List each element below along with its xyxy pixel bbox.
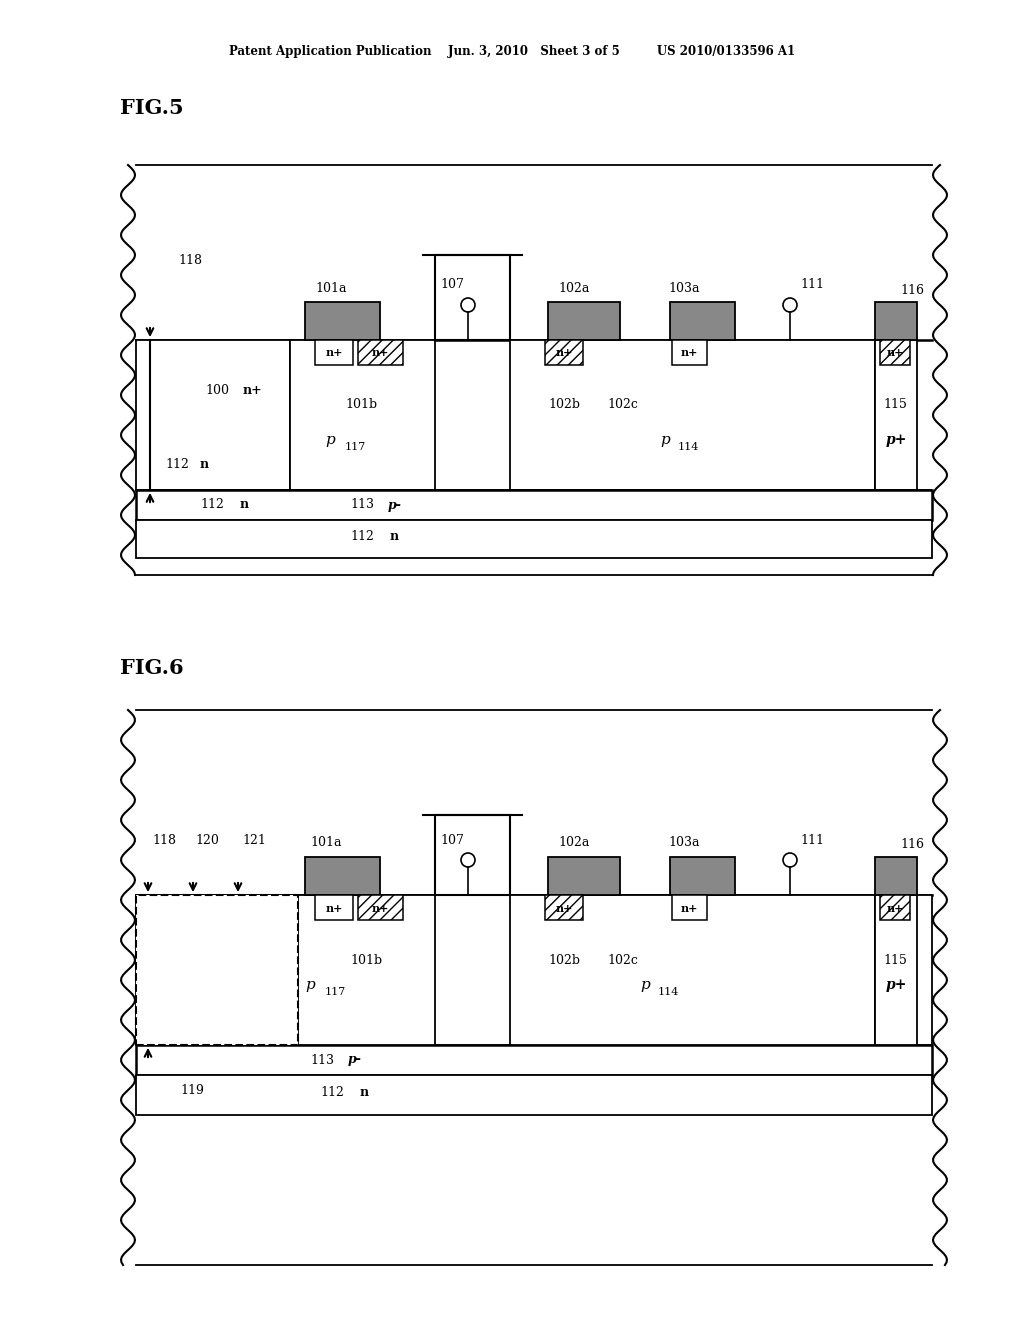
Text: n+: n+ — [555, 903, 572, 913]
Text: n+: n+ — [326, 347, 343, 359]
Bar — [880, 895, 910, 920]
Text: p-: p- — [388, 499, 402, 511]
Text: 121: 121 — [242, 833, 266, 846]
Bar — [672, 895, 707, 920]
Text: 100: 100 — [175, 928, 199, 941]
Bar — [136, 490, 932, 520]
Text: n+: n+ — [243, 384, 263, 396]
Text: 111: 111 — [800, 279, 824, 292]
Text: p+: p+ — [886, 978, 906, 993]
Text: 102c: 102c — [607, 953, 638, 966]
Text: n+: n+ — [887, 347, 904, 359]
Bar — [880, 341, 910, 366]
Text: n+: n+ — [680, 347, 697, 359]
Text: n+: n+ — [372, 903, 389, 913]
Text: 114: 114 — [658, 987, 679, 997]
Text: 102a: 102a — [558, 281, 590, 294]
Text: 111: 111 — [800, 833, 824, 846]
Text: 103a: 103a — [668, 281, 699, 294]
Text: FIG.5: FIG.5 — [120, 98, 183, 117]
Text: 116: 116 — [900, 284, 924, 297]
Text: p-: p- — [348, 1053, 362, 1067]
Bar — [136, 520, 932, 558]
Bar — [874, 302, 918, 341]
Bar — [315, 341, 353, 366]
Text: 102b: 102b — [548, 953, 580, 966]
Text: 101b: 101b — [350, 953, 382, 966]
Bar — [510, 341, 874, 490]
Bar — [672, 341, 707, 366]
Text: 117: 117 — [345, 442, 367, 451]
Text: n+: n+ — [213, 928, 232, 941]
Text: 118: 118 — [178, 253, 202, 267]
Bar — [545, 895, 583, 920]
Text: n: n — [390, 531, 399, 544]
Text: 119: 119 — [180, 1084, 204, 1097]
Text: n: n — [240, 499, 249, 511]
Text: n: n — [360, 1085, 369, 1098]
Text: 112: 112 — [155, 994, 179, 1006]
Bar — [290, 341, 435, 490]
Text: 102c: 102c — [607, 399, 638, 412]
Bar — [298, 895, 435, 1045]
Bar — [305, 857, 380, 895]
Text: 100: 100 — [205, 384, 229, 396]
Text: 116: 116 — [900, 838, 924, 851]
Text: 120: 120 — [195, 833, 219, 846]
Text: 101b: 101b — [345, 399, 377, 412]
Text: 102a: 102a — [558, 837, 590, 850]
Bar — [548, 857, 620, 895]
Text: n+: n+ — [372, 347, 389, 359]
Text: n+: n+ — [887, 903, 904, 913]
Bar — [435, 814, 510, 895]
Text: 102b: 102b — [548, 399, 580, 412]
Bar — [670, 857, 735, 895]
Text: 107: 107 — [440, 833, 464, 846]
Text: p: p — [660, 433, 670, 447]
Text: 118: 118 — [152, 833, 176, 846]
Text: 114: 114 — [678, 442, 699, 451]
Text: p: p — [325, 433, 335, 447]
Text: FIG.6: FIG.6 — [120, 657, 183, 678]
Text: 113: 113 — [310, 1053, 334, 1067]
Text: n: n — [200, 458, 209, 471]
Text: 107: 107 — [440, 279, 464, 292]
Bar — [435, 255, 510, 341]
Text: p+: p+ — [886, 433, 906, 447]
Bar — [136, 341, 290, 490]
Bar — [874, 895, 918, 1045]
Bar — [874, 341, 918, 490]
Text: p: p — [305, 978, 314, 993]
Text: 112: 112 — [350, 531, 374, 544]
Bar — [548, 302, 620, 341]
Text: 113: 113 — [350, 499, 374, 511]
Text: n+: n+ — [680, 903, 697, 913]
Bar — [136, 1074, 932, 1115]
Bar — [315, 895, 353, 920]
Text: 117: 117 — [325, 987, 346, 997]
Text: 112: 112 — [319, 1085, 344, 1098]
Bar — [510, 895, 874, 1045]
Text: p: p — [640, 978, 650, 993]
Bar — [136, 895, 932, 1045]
Text: 103a: 103a — [668, 837, 699, 850]
Text: n+: n+ — [326, 903, 343, 913]
Text: n+: n+ — [555, 347, 572, 359]
Text: 101a: 101a — [315, 281, 346, 294]
Text: 115: 115 — [883, 399, 907, 412]
Bar — [358, 895, 403, 920]
Text: 115: 115 — [883, 953, 907, 966]
Text: 112: 112 — [165, 458, 188, 471]
Text: 101a: 101a — [310, 837, 341, 850]
Bar — [136, 1045, 932, 1074]
Text: Patent Application Publication    Jun. 3, 2010   Sheet 3 of 5         US 2010/01: Patent Application Publication Jun. 3, 2… — [229, 45, 795, 58]
Bar — [545, 341, 583, 366]
Bar — [136, 895, 298, 1045]
Bar — [670, 302, 735, 341]
Bar — [874, 857, 918, 895]
Text: n: n — [193, 994, 202, 1006]
Text: 112: 112 — [200, 499, 224, 511]
Bar — [305, 302, 380, 341]
Bar — [358, 341, 403, 366]
